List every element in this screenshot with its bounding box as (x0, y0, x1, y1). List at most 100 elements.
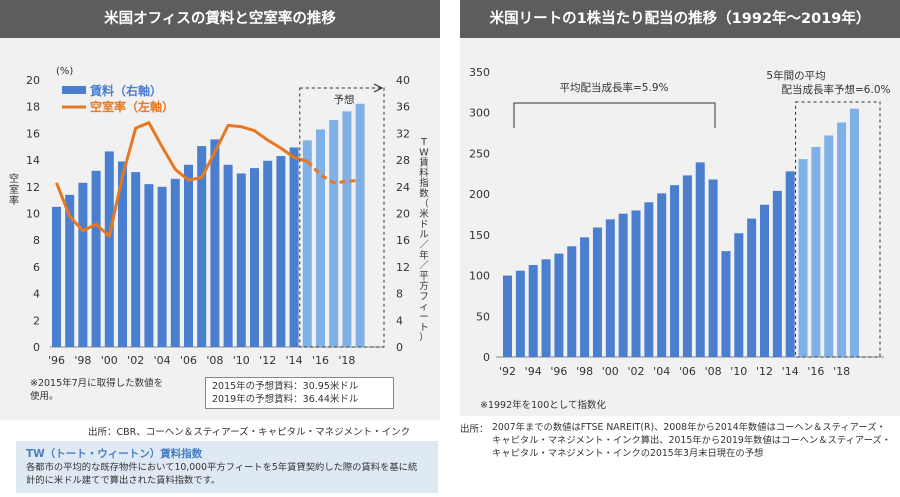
dividend-bar (605, 219, 615, 357)
left-y2-tick: 16 (396, 234, 410, 247)
rent-bar (250, 168, 259, 347)
dividend-bar (824, 135, 834, 357)
rent-bar (91, 170, 101, 347)
left-note: ※2015年7月に取得した数値を使用。 (30, 378, 164, 402)
left-y-tick: 10 (26, 208, 40, 221)
forecast-2015: 2015年の予想賃料：30.95米ドル (212, 381, 359, 392)
left-x-tick: '10 (233, 354, 250, 367)
left-y2-axis-label-char: ／ (419, 240, 429, 251)
right-x-tick: '00 (602, 365, 619, 378)
left-x-tick: '12 (259, 354, 276, 367)
rent-bar (184, 164, 193, 347)
left-x-tick: '08 (206, 354, 223, 367)
left-y-tick: 16 (26, 127, 40, 140)
left-y2-axis-label-char: 米 (419, 208, 429, 220)
rent-bar (131, 172, 141, 347)
right-x-tick: '10 (730, 365, 747, 378)
right-note: ※1992年を100として指数化 (480, 400, 606, 411)
right-x-tick: '06 (679, 365, 696, 378)
left-y2-axis-label-char: （ (419, 198, 429, 210)
left-x-tick: '04 (154, 354, 171, 367)
forecast-avg-label-1: 5年間の平均 (766, 69, 825, 82)
right-x-tick: '04 (653, 365, 670, 378)
rent-bar (329, 120, 339, 347)
forecast-values-box: 2015年の予想賃料：30.95米ドル 2019年の予想賃料：36.44米ドル (205, 377, 394, 409)
left-y2-axis-label-char: 数 (419, 188, 429, 200)
dividend-bar (554, 253, 564, 357)
left-chart-title: 米国オフィスの賃料と空室率の推移 (0, 0, 440, 38)
left-y-axis-label-char: 室 (9, 183, 19, 196)
left-y2-tick: 8 (396, 288, 403, 301)
dividend-bar (798, 159, 808, 357)
right-x-tick: '16 (807, 365, 824, 378)
left-y2-axis-label-char: 方 (419, 280, 429, 292)
left-y-tick: 0 (33, 341, 40, 354)
dividend-bar (849, 108, 859, 358)
rent-bar (342, 111, 352, 347)
rent-bar (210, 139, 220, 347)
left-y2-tick: 12 (396, 261, 410, 274)
dividend-bar (567, 246, 577, 357)
dividend-bar (618, 213, 628, 357)
right-y-tick: 200 (469, 188, 490, 201)
left-y2-axis-label-char: W (419, 147, 429, 158)
dividend-bar (682, 175, 692, 357)
left-y2-axis-label-char: T (420, 137, 427, 148)
left-x-tick: '06 (180, 354, 197, 367)
avg-growth-bracket (513, 102, 716, 128)
left-y2-axis-label-char: ト (419, 322, 429, 333)
rent-bar (65, 194, 75, 347)
right-x-tick: '02 (627, 365, 644, 378)
left-y2-axis-label-char: 賃 (419, 157, 429, 169)
left-x-tick: '98 (74, 354, 91, 367)
avg-growth-label: 平均配当成長率=5.9% (560, 81, 669, 94)
rent-bar (289, 147, 299, 347)
dividend-bar (721, 251, 731, 357)
right-x-tick: '08 (705, 365, 722, 378)
left-y2-axis-label-char: 指 (419, 177, 429, 189)
rent-bar (170, 178, 180, 347)
right-x-tick: '92 (499, 365, 516, 378)
left-y2-axis-label-char: ／ (419, 261, 429, 272)
right-y-tick: 50 (476, 310, 490, 323)
dividend-bar (708, 179, 718, 357)
dividend-bar (747, 218, 757, 357)
right-y-tick: 0 (483, 351, 490, 364)
left-x-tick: '02 (127, 354, 144, 367)
left-y-tick: 8 (33, 234, 40, 247)
rent-bar (104, 151, 114, 347)
left-x-tick: '14 (286, 354, 303, 367)
left-y2-tick: 0 (396, 341, 403, 354)
dividend-bar (734, 233, 744, 357)
tw-index-title: TW（トート・ウィートン）賃料指数 (26, 448, 203, 460)
legend-rent-label: 賃料（右軸） (89, 83, 162, 98)
forecast-avg-label-2: 配当成長率予想=6.0% (782, 83, 891, 96)
right-source-label: 出所： (460, 424, 489, 435)
rent-bar (355, 103, 365, 347)
left-y2-axis-label-char: 平 (419, 271, 429, 282)
right-x-tick: '14 (782, 365, 799, 378)
right-y-tick: 300 (469, 107, 490, 120)
rent-bar (52, 206, 61, 347)
dividend-bar (811, 146, 821, 357)
left-y2-tick: 36 (396, 101, 410, 114)
rent-bar (276, 156, 286, 347)
left-y-axis-label-char: 率 (9, 194, 19, 207)
left-y2-axis-label-char: ） (419, 332, 429, 344)
left-y2-axis-label-char: ィ (419, 302, 429, 313)
left-y-tick: 12 (26, 181, 40, 194)
right-x-tick: '96 (550, 365, 567, 378)
forecast-label: 予想 (334, 93, 355, 106)
rent-bar (78, 182, 88, 347)
left-unit-label: (%) (56, 66, 73, 77)
left-x-tick: '00 (101, 354, 118, 367)
left-y2-tick: 32 (396, 127, 410, 140)
dividend-bar (528, 264, 538, 357)
left-y-tick: 18 (26, 101, 40, 114)
forecast-arrow-head (373, 83, 384, 93)
right-x-tick: '12 (756, 365, 773, 378)
right-chart-title: 米国リートの1株当たり配当の推移（1992年〜2019年） (460, 0, 900, 38)
right-source-body: 2007年までの数値はFTSE NAREIT(R)、2008年から2014年数値… (492, 422, 892, 459)
rent-bar (197, 146, 207, 347)
